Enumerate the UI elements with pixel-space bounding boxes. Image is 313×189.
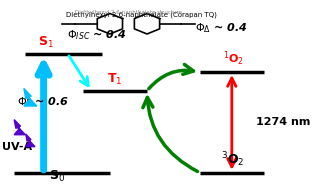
Text: UV-A: UV-A xyxy=(2,142,32,152)
Text: $^1$O$_2$: $^1$O$_2$ xyxy=(223,50,244,68)
Text: $\Phi$$_\Delta$ ~ 0.4: $\Phi$$_\Delta$ ~ 0.4 xyxy=(195,21,247,35)
Text: Diethylhexyl 2,6-naphthalate (Corapan TQ): Diethylhexyl 2,6-naphthalate (Corapan TQ… xyxy=(66,11,217,18)
Text: Diethylhexyl 2,6-naphthalate structure: Diethylhexyl 2,6-naphthalate structure xyxy=(75,10,182,15)
Polygon shape xyxy=(26,134,35,147)
Polygon shape xyxy=(14,120,25,135)
Text: S$_1$: S$_1$ xyxy=(38,35,54,50)
Text: T$_1$: T$_1$ xyxy=(107,72,123,87)
Polygon shape xyxy=(24,88,37,106)
Text: $\Phi$$_F$ ~ 0.6: $\Phi$$_F$ ~ 0.6 xyxy=(17,95,69,109)
Text: $\Phi$$_{ISC}$ ~ 0.4: $\Phi$$_{ISC}$ ~ 0.4 xyxy=(68,29,127,42)
Text: S$_0$: S$_0$ xyxy=(49,169,65,184)
Text: $^3$O$_2$: $^3$O$_2$ xyxy=(221,150,245,169)
Text: 1274 nm: 1274 nm xyxy=(256,117,310,127)
